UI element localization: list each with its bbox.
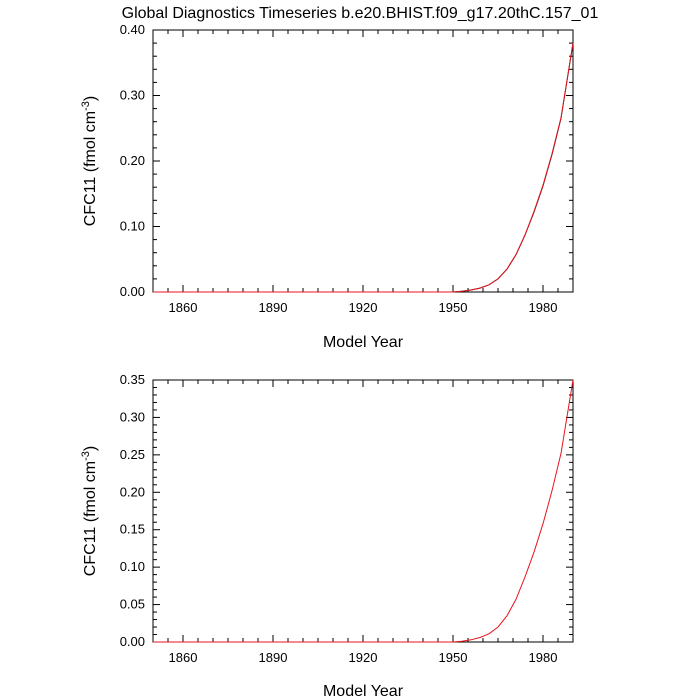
chart-title: Global Diagnostics Timeseries b.e20.BHIS… (122, 5, 599, 22)
top-y-axis-title: CFC11 (fmol cm-3) (80, 96, 99, 226)
bottom-y-tick-label: 0.00 (120, 634, 145, 649)
bottom-y-axis-title: CFC11 (fmol cm-3) (80, 446, 99, 576)
bottom-panel: 1860 1890 1920 1950 1980 0.00 0.05 0.10 0.15 0.20… (80, 372, 574, 700)
top-x-axis-title: Model Year (323, 334, 404, 351)
bottom-x-tick-label: 1860 (169, 650, 198, 665)
top-x-tick-label: 1920 (349, 300, 378, 315)
bottom-y-tick-label: 0.25 (120, 447, 145, 462)
top-x-tick-label: 1860 (169, 300, 198, 315)
top-series-line-1 (153, 43, 574, 293)
bottom-x-tick-label: 1920 (349, 650, 378, 665)
bottom-y-tick-label: 0.10 (120, 559, 145, 574)
bottom-x-tick-label: 1890 (259, 650, 288, 665)
top-x-tick-label: 1890 (259, 300, 288, 315)
top-plot-frame (152, 29, 574, 293)
bottom-y-tick-label: 0.30 (120, 409, 145, 424)
bottom-plot-frame (152, 379, 574, 643)
bottom-x-tick-label: 1950 (439, 650, 468, 665)
bottom-y-tick-label: 0.05 (120, 597, 145, 612)
top-ticks: 1860 1890 1920 1950 1980 0.00 0.10 0.20 0.30 0.40 (120, 22, 574, 315)
top-y-tick-label: 0.00 (120, 284, 145, 299)
bottom-y-tick-label: 0.35 (120, 372, 145, 387)
bottom-x-tick-label: 1980 (529, 650, 558, 665)
top-y-tick-label: 0.20 (120, 153, 145, 168)
top-y-tick-label: 0.40 (120, 22, 145, 37)
bottom-y-tick-label: 0.15 (120, 522, 145, 537)
top-x-tick-label: 1950 (439, 300, 468, 315)
top-panel: 1860 1890 1920 1950 1980 0.00 0.10 0.20 0.30 0.40… (80, 22, 574, 351)
bottom-ticks: 1860 1890 1920 1950 1980 0.00 0.05 0.10 0.15 0.20… (120, 372, 574, 665)
top-series-line-0 (153, 43, 574, 293)
bottom-x-axis-title: Model Year (323, 683, 404, 700)
top-series (153, 43, 574, 293)
top-y-tick-label: 0.10 (120, 219, 145, 234)
bottom-series (153, 379, 574, 643)
top-x-tick-label: 1980 (529, 300, 558, 315)
bottom-series-line-0 (153, 379, 574, 643)
bottom-y-tick-label: 0.20 (120, 484, 145, 499)
top-y-tick-label: 0.30 (120, 88, 145, 103)
